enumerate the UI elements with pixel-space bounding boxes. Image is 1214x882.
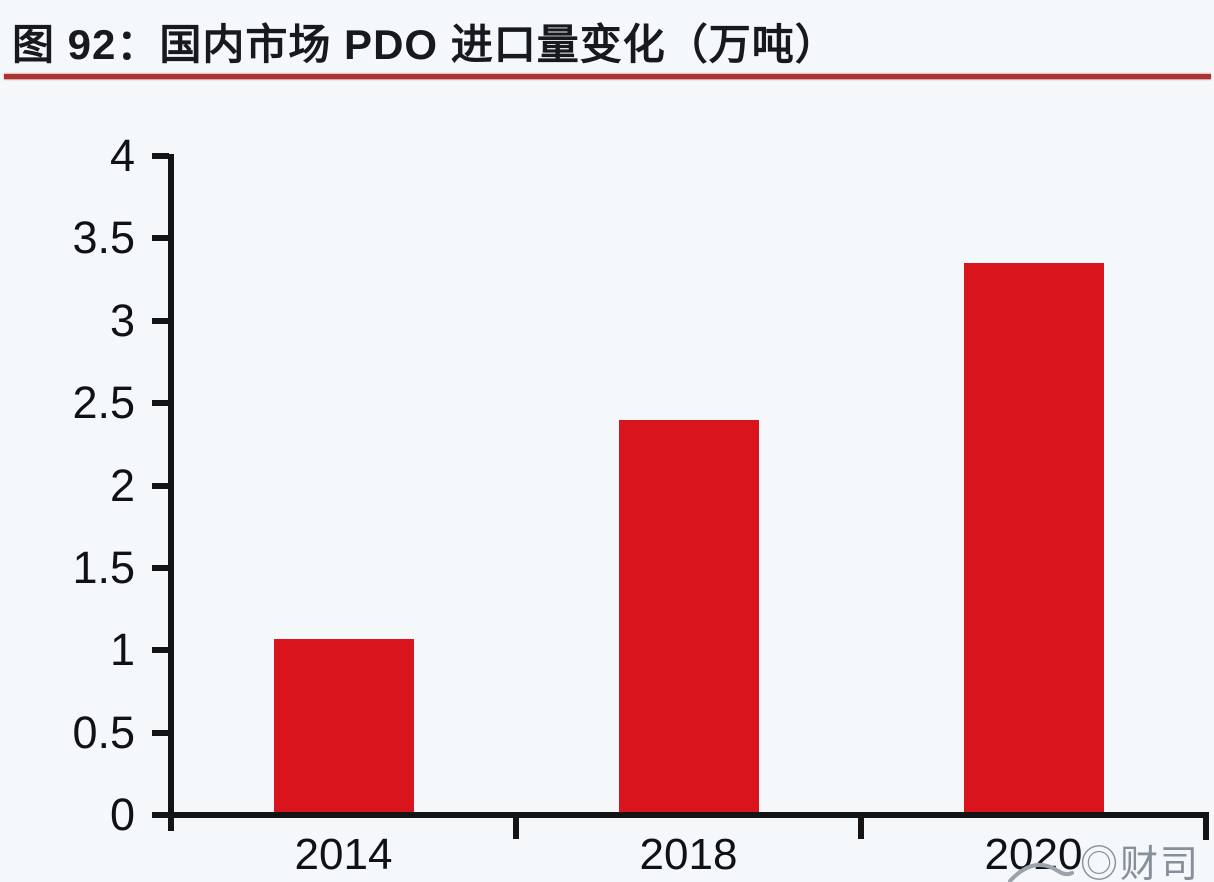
y-axis-tick-3 [152, 317, 169, 324]
bar-2020 [963, 263, 1104, 813]
y-axis-label-1.5: 1.5 [72, 541, 135, 593]
y-axis-label-3: 3 [109, 294, 135, 346]
x-axis-tick-1 [513, 817, 519, 839]
y-axis-label-2: 2 [109, 459, 135, 511]
y-axis-tick-1.5 [152, 564, 169, 571]
x-axis-label-2014: 2014 [294, 830, 393, 879]
plot-area: 0 0.5 1 1.5 2 2.5 3 3.5 4 2014 2018 2020 [72, 130, 1209, 879]
bar-2014 [273, 638, 414, 813]
y-axis-label-3.5: 3.5 [72, 212, 135, 264]
y-axis-tick-0 [152, 812, 169, 818]
y-axis-label-2.5: 2.5 [72, 377, 135, 429]
x-axis-label-2018: 2018 [639, 830, 738, 879]
y-axis-label-4: 4 [109, 130, 135, 181]
watermark: ◎财司 [1008, 845, 1200, 882]
y-axis-tick-1 [152, 647, 169, 654]
y-axis-tick-3.5 [152, 235, 169, 242]
y-axis-tick-2.5 [152, 400, 169, 407]
y-axis-label-1: 1 [109, 624, 135, 676]
watermark-logo-swoosh [1008, 862, 1074, 882]
watermark-text: ◎财司 [1080, 844, 1201, 882]
y-axis-tick-0.5 [152, 729, 169, 736]
x-axis-tick-2 [858, 817, 864, 839]
bar-2018 [618, 419, 759, 813]
x-axis-end-tick [1203, 812, 1209, 840]
y-axis-label-0: 0 [109, 789, 135, 840]
chart-title: 图 92：国内市场 PDO 进口量变化（万吨） [12, 21, 838, 68]
x-axis-label-2020: 2020 [984, 830, 1083, 879]
y-axis-label-0.5: 0.5 [72, 706, 135, 758]
title-underline [4, 74, 1211, 79]
x-axis-line [168, 812, 1209, 818]
y-axis-tick-2 [152, 482, 169, 489]
y-axis-line [168, 154, 174, 831]
y-axis-tick-4 [152, 153, 169, 159]
